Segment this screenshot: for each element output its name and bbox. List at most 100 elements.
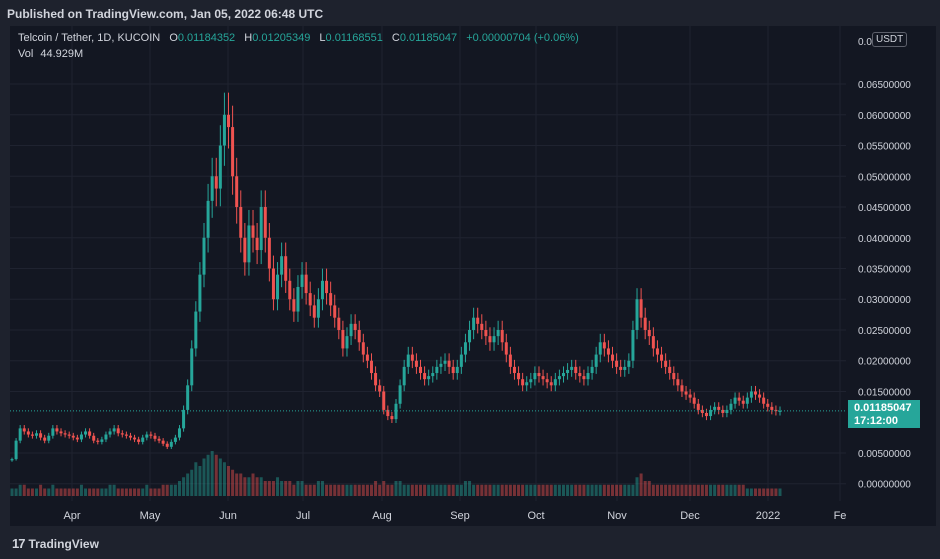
candle-body (615, 360, 619, 367)
y-tick-label: 0.04500000 (858, 203, 911, 214)
volume-bar (71, 488, 75, 496)
volume-bar (165, 484, 169, 496)
candle-body (251, 225, 255, 238)
candle-body (762, 397, 766, 404)
volume-bar (145, 484, 149, 496)
volume-bar (153, 488, 157, 496)
symbol-label: Telcoin / Tether, 1D, KUCOIN (18, 32, 161, 44)
candle-body (149, 434, 153, 436)
volume-bar (133, 488, 137, 496)
volume-bar (762, 488, 766, 496)
candle-body (357, 329, 361, 343)
candle-body (157, 438, 161, 441)
volume-bar (96, 488, 100, 496)
x-tick-label: 2022 (756, 510, 780, 522)
currency-unit-button[interactable]: USDT (872, 32, 908, 47)
volume-bar (63, 488, 67, 496)
volume-bar (206, 454, 210, 496)
candle-body (549, 382, 553, 386)
volume-bar (566, 484, 570, 496)
candle-body (133, 437, 137, 440)
publish-info: Published on TradingView.com, Jan 05, 20… (7, 7, 324, 21)
candle-body (439, 363, 443, 367)
volume-label: Vol (18, 48, 34, 60)
volume-bar (210, 451, 214, 496)
chart-area[interactable]: 0.06500000 0.06000000 0.05500000 0.05000000… (10, 26, 936, 526)
candle-body (79, 434, 83, 440)
candle-body (124, 434, 128, 436)
volume-bar (357, 484, 361, 496)
volume-bar (120, 488, 124, 496)
volume-bar (173, 484, 177, 496)
candle-body (186, 385, 190, 410)
volume-bar (443, 484, 447, 496)
candle-body (741, 400, 745, 404)
candle-body (369, 360, 373, 374)
candle-body (606, 348, 610, 355)
candle-body (337, 317, 341, 330)
candle-body (353, 323, 357, 330)
volume-bar (414, 484, 418, 496)
candle-body (382, 391, 386, 410)
candle-body (521, 379, 525, 386)
candle-body (67, 434, 71, 436)
volume-bar (386, 484, 390, 496)
candle-body (455, 366, 459, 374)
volume-bar (316, 481, 320, 496)
candle-body (35, 433, 39, 436)
candle-body (664, 360, 668, 367)
volume-bar (100, 488, 104, 496)
candle-body (770, 406, 774, 410)
y-tick-label: 0.03500000 (858, 265, 911, 276)
volume-legend: Vol 44.929M (18, 48, 83, 60)
candle-body (153, 435, 157, 439)
volume-bar (774, 488, 778, 496)
volume-bar (43, 488, 47, 496)
volume-bar (696, 484, 700, 496)
candle-body (721, 409, 725, 413)
candle-body (758, 394, 762, 398)
volume-bar (398, 481, 402, 496)
volume-bar (521, 484, 525, 496)
volume-bar (30, 488, 34, 496)
volume-bar (688, 484, 692, 496)
volume-bar (116, 488, 120, 496)
ohlc-legend: Telcoin / Tether, 1D, KUCOIN O0.01184352… (18, 32, 579, 44)
volume-bar (517, 484, 521, 496)
volume-bar (190, 469, 194, 496)
candle-body (210, 176, 214, 201)
volume-bar (570, 484, 574, 496)
candle-body (525, 382, 529, 386)
volume-bar (149, 488, 153, 496)
volume-bar (586, 484, 590, 496)
candle-body (47, 435, 51, 441)
candle-body (288, 280, 292, 300)
candle-body (10, 459, 14, 461)
candle-body (398, 385, 402, 404)
volume-bar (758, 488, 762, 496)
candle-body (96, 440, 100, 442)
candle-body (378, 385, 382, 392)
volume-bar (284, 481, 288, 496)
candle-body (480, 323, 484, 330)
candle-body (108, 431, 112, 435)
candle-body (737, 397, 741, 401)
close-value: 0.01185047 (399, 32, 458, 44)
candle-body (753, 391, 757, 395)
volume-bar (390, 484, 394, 496)
volume-bar (631, 484, 635, 496)
candle-body (476, 317, 480, 324)
tradingview-logo[interactable]: 17 TradingView (12, 536, 99, 551)
volume-bar (684, 484, 688, 496)
high-label: H (244, 32, 253, 44)
volume-bar (737, 484, 741, 496)
candle-body (766, 403, 770, 407)
candle-body (39, 433, 43, 438)
volume-bar (500, 484, 504, 496)
volume-bar (508, 484, 512, 496)
candle-body (537, 373, 541, 377)
candlestick-chart[interactable]: 0.06500000 0.06000000 0.05500000 0.05000000… (10, 26, 936, 526)
volume-bar (537, 484, 541, 496)
volume-bar (259, 477, 263, 496)
candle-body (394, 403, 398, 420)
